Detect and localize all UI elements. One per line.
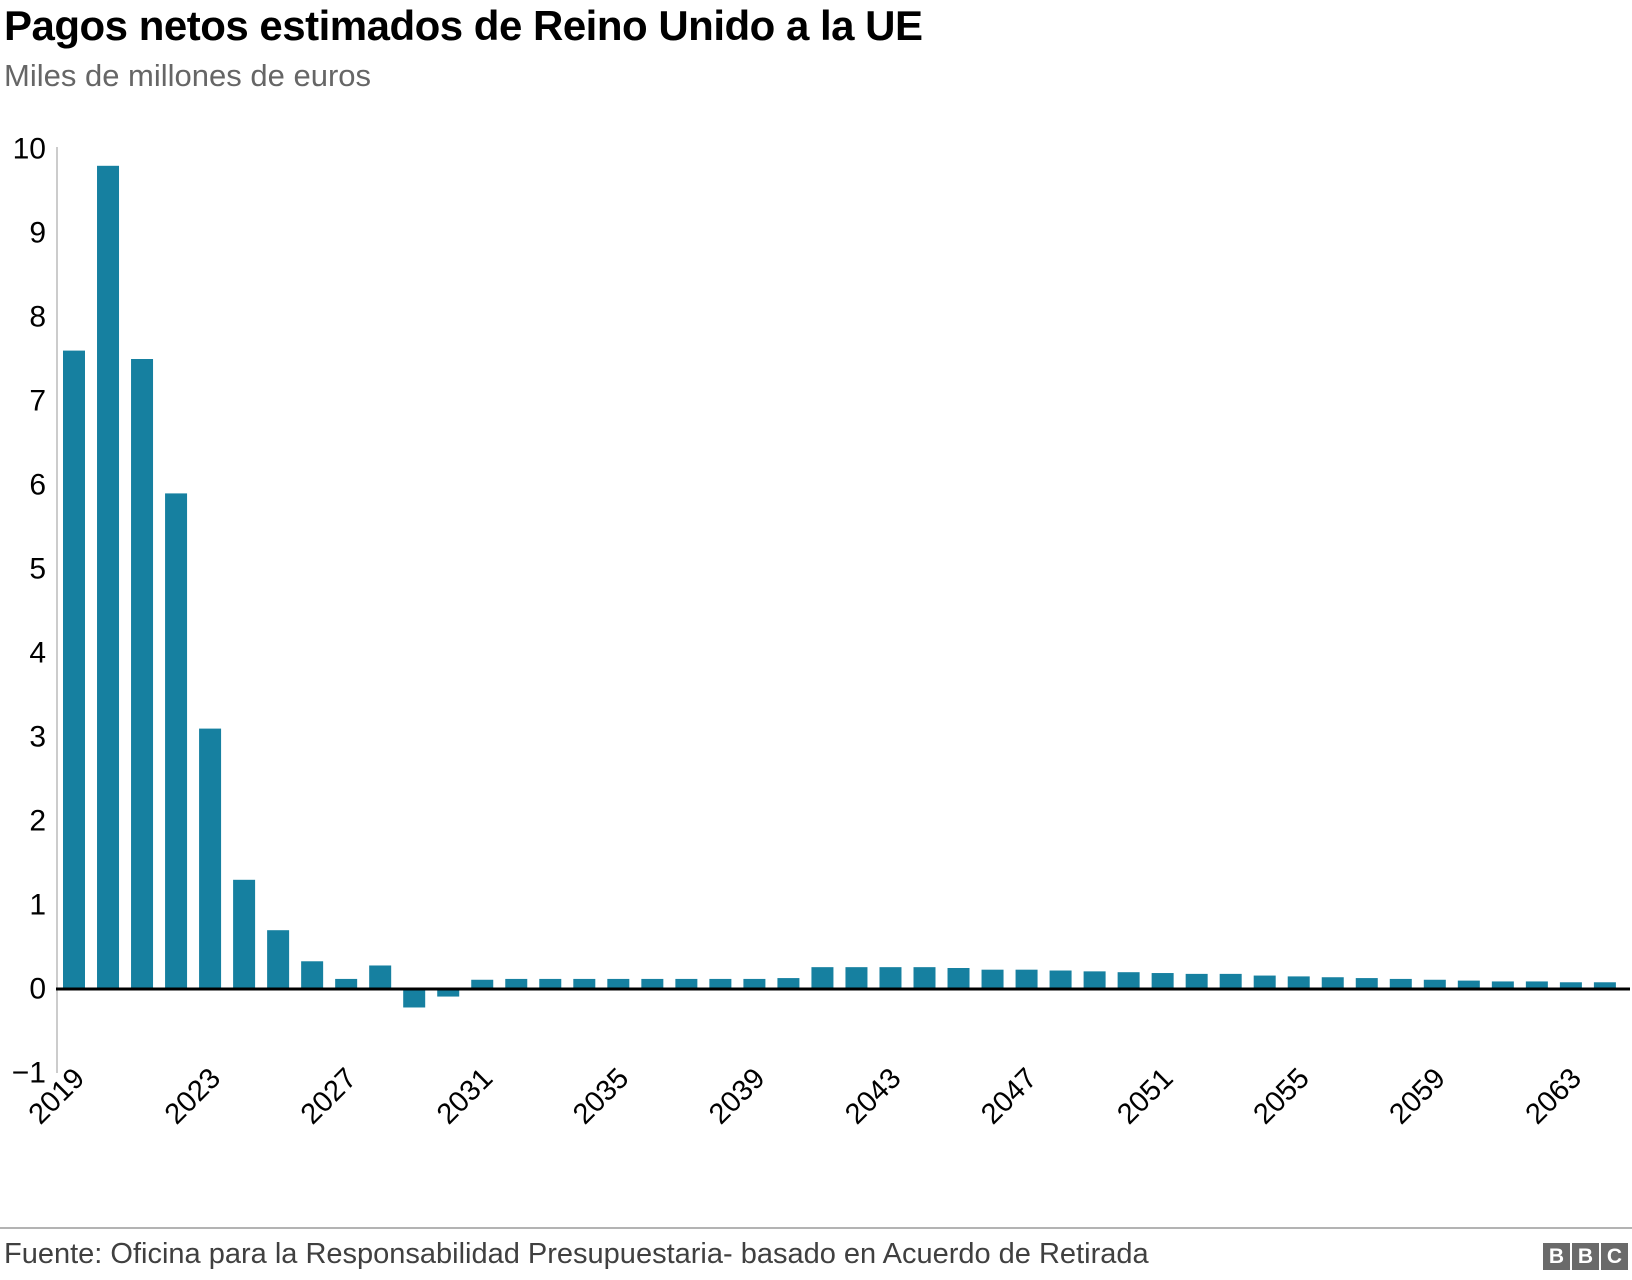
chart-title: Pagos netos estimados de Reino Unido a l… (4, 2, 923, 49)
x-tick-label-2035: 2035 (567, 1062, 635, 1130)
bbc-logo-block-c: C (1601, 1243, 1628, 1270)
bar-2046 (981, 969, 1004, 989)
bar-2063 (1559, 982, 1582, 989)
bar-2034 (573, 978, 596, 989)
bar-2033 (539, 978, 562, 989)
bar-2021 (131, 359, 154, 989)
bar-2048 (1049, 970, 1072, 989)
bar-2050 (1117, 972, 1140, 989)
x-tick-label-2059: 2059 (1384, 1062, 1452, 1130)
bar-2061 (1491, 981, 1514, 989)
bbc-logo-block-b2: B (1572, 1243, 1599, 1270)
bar-2047 (1015, 969, 1038, 989)
y-tick-label-10: 10 (13, 133, 46, 166)
x-tick-label-2063: 2063 (1520, 1062, 1588, 1130)
y-tick-label-8: 8 (29, 301, 46, 334)
bbc-logo: B B C (1543, 1243, 1628, 1270)
bar-2044 (913, 967, 936, 989)
bar-2041 (811, 967, 834, 989)
x-tick-label-2051: 2051 (1111, 1062, 1179, 1130)
y-tick-label-1: 1 (29, 889, 46, 922)
bar-2023 (199, 728, 222, 989)
bar-2052 (1185, 973, 1208, 989)
x-tick-label-2027: 2027 (295, 1062, 363, 1130)
x-tick-label-2039: 2039 (703, 1062, 771, 1130)
bar-2058 (1389, 978, 1412, 989)
bar-2029 (403, 989, 426, 1008)
bar-2024 (233, 879, 256, 989)
bar-2056 (1321, 977, 1344, 989)
y-tick-label-3: 3 (29, 721, 46, 754)
y-tick-label-4: 4 (29, 637, 46, 670)
bar-2049 (1083, 971, 1106, 989)
bar-2060 (1457, 980, 1480, 989)
y-tick-label-2: 2 (29, 805, 46, 838)
bar-2051 (1151, 973, 1174, 989)
bar-2038 (709, 978, 732, 989)
bar-2059 (1423, 979, 1446, 989)
bar-2062 (1525, 981, 1548, 989)
bar-2032 (505, 978, 528, 989)
source-text: Fuente: Oficina para la Responsabilidad … (4, 1238, 1149, 1270)
bbc-logo-block-b1: B (1543, 1243, 1570, 1270)
bar-2055 (1287, 976, 1310, 989)
y-tick-label-9: 9 (29, 217, 46, 250)
bar-2040 (777, 978, 800, 989)
bar-2028 (369, 965, 392, 989)
bar-2020 (97, 165, 120, 990)
y-tick-label-7: 7 (29, 385, 46, 418)
x-tick-label-2031: 2031 (431, 1062, 499, 1130)
y-tick-label-6: 6 (29, 469, 46, 502)
chart-subtitle: Miles de millones de euros (4, 58, 372, 93)
bar-2043 (879, 967, 902, 989)
bar-2042 (845, 967, 868, 989)
bar-2019 (63, 350, 85, 990)
x-tick-label-2047: 2047 (975, 1062, 1043, 1130)
bar-2035 (607, 978, 630, 989)
bar-2025 (267, 930, 290, 989)
bar-2031 (471, 979, 494, 989)
bar-2030 (437, 989, 460, 997)
x-tick-label-2055: 2055 (1247, 1062, 1315, 1130)
bar-2057 (1355, 978, 1378, 989)
bar-2022 (165, 493, 188, 989)
bar-2053 (1219, 973, 1242, 989)
bar-2037 (675, 978, 698, 989)
y-tick-label-0: 0 (29, 973, 46, 1006)
bar-2064 (1593, 982, 1616, 989)
bar-2036 (641, 978, 664, 989)
y-tick-label-5: 5 (29, 553, 46, 586)
x-tick-label-2043: 2043 (839, 1062, 907, 1130)
bar-2027 (335, 978, 358, 989)
x-tick-label-2023: 2023 (159, 1062, 227, 1130)
bar-2054 (1253, 975, 1276, 989)
y-tick-label--1: −1 (12, 1057, 46, 1090)
footer-divider: Fuente: Oficina para la Responsabilidad … (0, 1227, 1632, 1270)
bar-2026 (301, 961, 324, 989)
bar-2045 (947, 968, 970, 989)
bar-2039 (743, 978, 766, 989)
